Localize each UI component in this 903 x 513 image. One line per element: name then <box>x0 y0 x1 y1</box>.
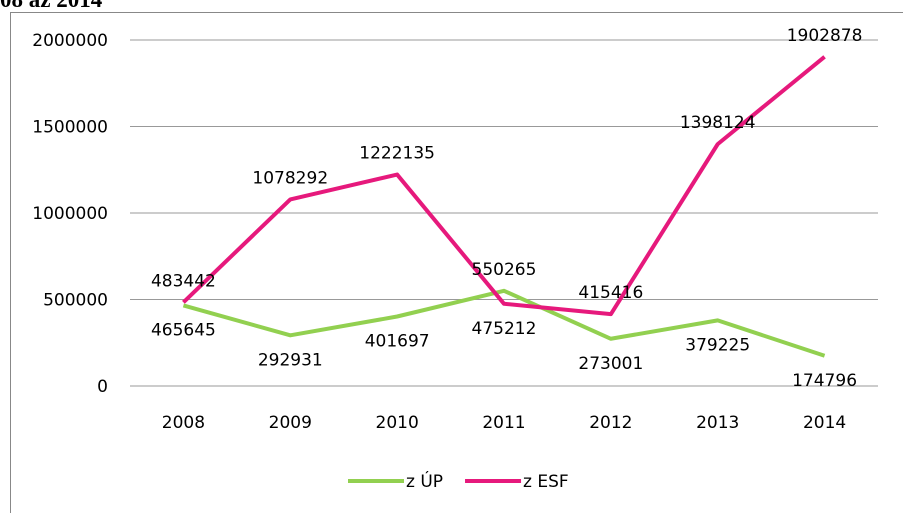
x-tick-label: 2012 <box>589 413 632 433</box>
data-label: 1222135 <box>359 144 435 164</box>
data-label: 483442 <box>151 271 216 291</box>
x-tick-label: 2009 <box>269 413 312 433</box>
data-label: 465645 <box>151 320 216 340</box>
data-label: 1398124 <box>680 113 756 133</box>
data-label: 1902878 <box>787 26 863 46</box>
legend-label: z ESF <box>523 472 569 492</box>
data-label: 379225 <box>685 335 750 355</box>
data-label: 401697 <box>365 332 430 352</box>
data-label: 550265 <box>472 260 537 280</box>
x-tick-label: 2011 <box>482 413 525 433</box>
series-line <box>182 288 826 358</box>
x-tick-label: 2013 <box>696 413 739 433</box>
x-tick-label: 2014 <box>803 413 846 433</box>
x-tick-label: 2008 <box>162 413 205 433</box>
y-tick-label: 1500000 <box>32 118 108 138</box>
x-tick-label: 2010 <box>376 413 419 433</box>
data-label: 292931 <box>258 350 323 370</box>
series-line <box>182 55 826 317</box>
data-label: 475212 <box>472 319 537 339</box>
legend-label: z ÚP <box>406 470 443 492</box>
data-label: 273001 <box>578 354 643 374</box>
y-tick-label: 0 <box>97 377 108 397</box>
y-tick-label: 2000000 <box>32 31 108 51</box>
data-label: 1078292 <box>252 168 328 188</box>
chart-title: 08 až 2014 <box>0 0 103 12</box>
data-label: 174796 <box>792 371 857 391</box>
y-tick-label: 1000000 <box>32 204 108 224</box>
y-tick-label: 500000 <box>43 291 108 311</box>
chart-border <box>10 12 903 513</box>
data-label: 415416 <box>578 283 643 303</box>
